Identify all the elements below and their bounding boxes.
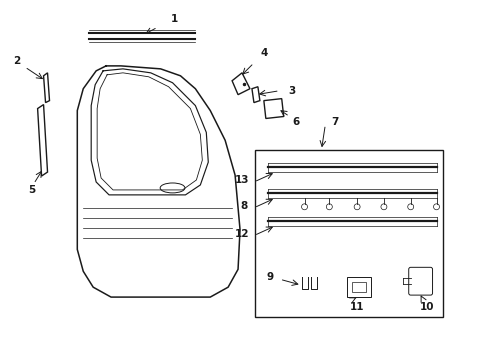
Text: 4: 4 — [260, 48, 267, 58]
Text: 8: 8 — [240, 201, 247, 211]
Text: 7: 7 — [331, 117, 338, 127]
Bar — [254, 150, 443, 317]
Bar — [351, 282, 366, 292]
Text: 5: 5 — [28, 185, 35, 195]
Text: 12: 12 — [234, 229, 249, 239]
Text: 9: 9 — [265, 272, 273, 282]
Text: 10: 10 — [419, 302, 433, 312]
Text: 3: 3 — [287, 86, 295, 96]
Text: 13: 13 — [234, 175, 249, 185]
Text: 1: 1 — [171, 14, 178, 24]
Text: 2: 2 — [13, 56, 20, 66]
Bar — [346, 277, 370, 297]
Text: 11: 11 — [349, 302, 364, 312]
Text: 6: 6 — [291, 117, 299, 127]
